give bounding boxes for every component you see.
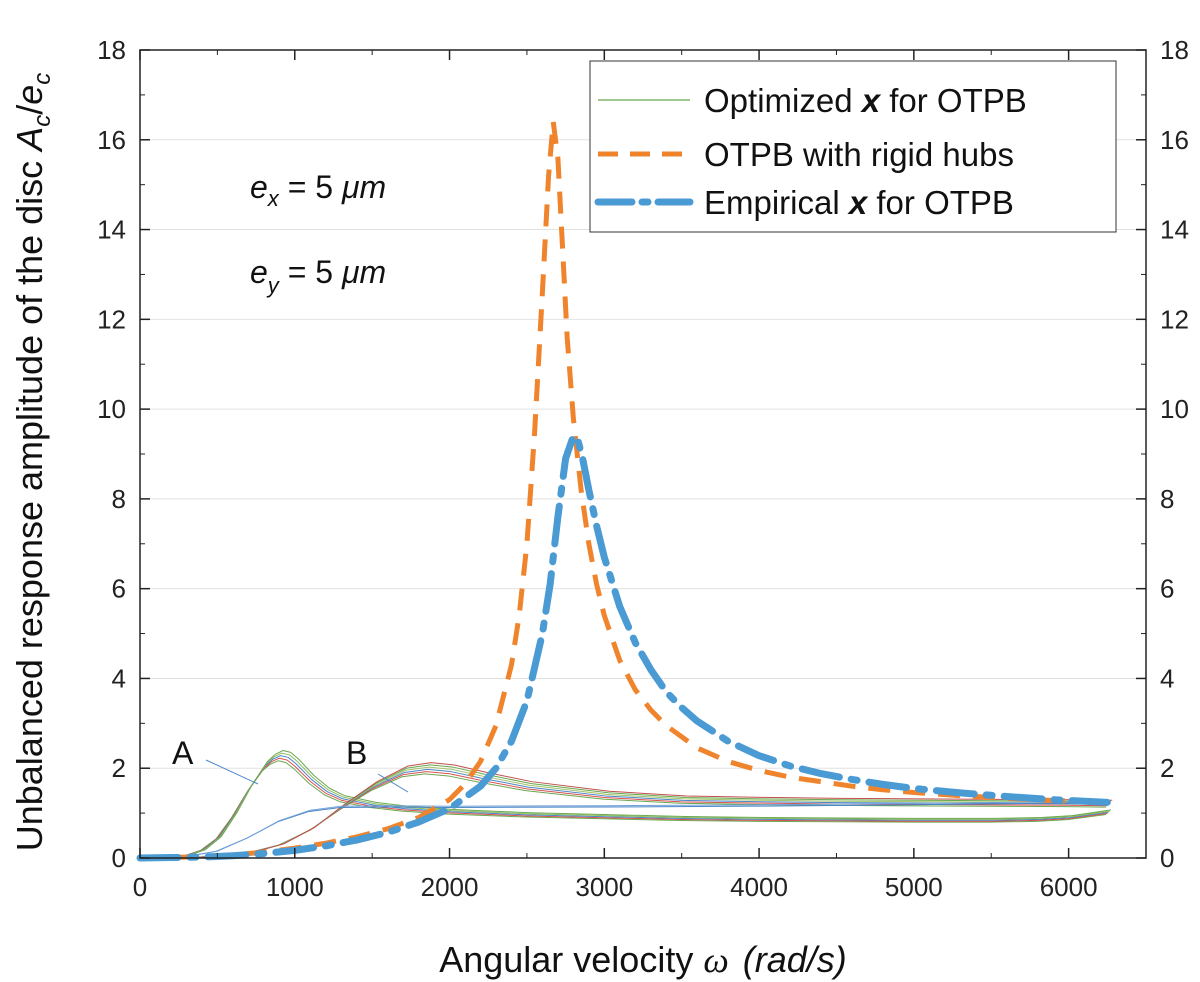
- series-line-optimized: [139, 757, 1108, 859]
- y-tick-label: 14: [97, 215, 126, 245]
- label-b: B: [346, 735, 367, 771]
- legend-label-rigid: OTPB with rigid hubs: [704, 136, 1014, 173]
- series-line-empirical: [136, 432, 1111, 862]
- x-tick-label: 6000: [1040, 872, 1098, 902]
- y2-tick-label: 14: [1160, 215, 1189, 245]
- x-axis-title-prefix: Angular velocity: [439, 939, 703, 980]
- series-line-optimized: [142, 752, 1110, 859]
- x-tick-label: 0: [133, 872, 147, 902]
- y2-tick-label: 8: [1160, 484, 1174, 514]
- series-line-optimized: [139, 799, 1108, 859]
- y2-tick-label: 4: [1160, 663, 1174, 693]
- x-axis-title: Angular velocity ω (rad/s): [439, 939, 847, 980]
- legend-optimized-var: x: [860, 82, 882, 119]
- label-a: A: [172, 735, 194, 771]
- y2-tick-label: 16: [1160, 125, 1189, 155]
- y-tick-label: 18: [97, 35, 126, 65]
- annotation-ey-sub: y: [266, 273, 281, 298]
- annotation-ex-sub: x: [267, 186, 280, 211]
- legend-empirical-post: for OTPB: [867, 184, 1014, 221]
- y2-tick-label: 18: [1160, 35, 1189, 65]
- annotation-ey: ey = 5 μm: [250, 254, 386, 298]
- legend-label-empirical: Empirical x for OTPB: [704, 184, 1014, 221]
- annotation-ex: ex = 5 μm: [250, 169, 386, 211]
- legend-empirical-var: x: [847, 184, 869, 221]
- y-tick-label: 6: [112, 574, 126, 604]
- annotation-ex-var: e: [250, 169, 268, 205]
- axis-ticks: [139, 49, 1146, 859]
- y-axis-symbol: A: [9, 127, 50, 153]
- y2-tick-label: 0: [1160, 843, 1174, 873]
- y2-tick-label: 10: [1160, 394, 1189, 424]
- annotation-ey-var: e: [250, 254, 268, 290]
- series-line-optimized: [144, 762, 1113, 859]
- legend: Optimized x for OTPB OTPB with rigid hub…: [589, 60, 1117, 233]
- x-tick-label: 4000: [730, 872, 788, 902]
- legend-optimized-pre: Optimized: [704, 82, 862, 119]
- y2-tick-label: 2: [1160, 753, 1174, 783]
- legend-empirical-pre: Empirical: [704, 184, 849, 221]
- grid-lines: [140, 139, 1146, 769]
- legend-optimized-post: for OTPB: [880, 82, 1027, 119]
- y-axis-symbol2-sub: c: [29, 73, 56, 85]
- label-b-leader: [377, 773, 409, 793]
- x-tick-label: 3000: [575, 872, 633, 902]
- x-axis-units: (rad/s): [743, 939, 847, 980]
- y2-tick-label: 6: [1160, 574, 1174, 604]
- annotation-ex-unit: μm: [341, 169, 386, 205]
- y-tick-label: 2: [112, 753, 126, 783]
- series-line-optimized: [142, 766, 1110, 859]
- series-line-optimized: [143, 764, 1112, 859]
- annotation-ey-mid: = 5: [279, 254, 342, 290]
- y-axis-slash: /: [9, 105, 50, 115]
- y-axis-symbol2: e: [9, 85, 50, 105]
- x-axis-symbol: ω: [703, 940, 728, 980]
- series-line-optimized: [138, 760, 1107, 859]
- series-line-optimized: [143, 750, 1112, 859]
- y-axis-symbol-sub: c: [29, 115, 56, 127]
- x-tick-label: 2000: [421, 872, 479, 902]
- y-tick-label: 16: [97, 125, 126, 155]
- y-tick-label: 0: [112, 843, 126, 873]
- label-a-leader: [205, 759, 259, 785]
- y-tick-label: 12: [97, 304, 126, 334]
- annotation-ey-unit: μm: [341, 254, 386, 290]
- series-line-optimized: [141, 768, 1109, 859]
- y-axis-title: Unbalanced response amplitude of the dis…: [9, 73, 56, 852]
- annotation-ex-mid: = 5: [279, 169, 342, 205]
- y-axis-title-prefix: Unbalanced response amplitude of the dis…: [9, 151, 50, 851]
- series-line-optimized: [141, 755, 1109, 859]
- y2-tick-label: 12: [1160, 304, 1189, 334]
- series-layer: [136, 119, 1113, 862]
- y-tick-label: 8: [112, 484, 126, 514]
- y-tick-label: 4: [112, 663, 126, 693]
- y-tick-label: 10: [97, 394, 126, 424]
- x-tick-label: 1000: [266, 872, 324, 902]
- x-tick-label: 5000: [885, 872, 943, 902]
- legend-label-optimized: Optimized x for OTPB: [704, 82, 1027, 119]
